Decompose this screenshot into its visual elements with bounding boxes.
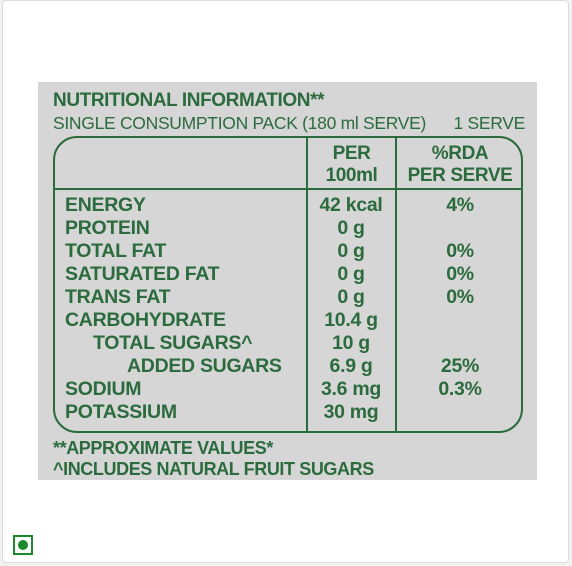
per-100ml-value: 0 g [337, 217, 365, 239]
footnote-approximate: **APPROXIMATE VALUES* [53, 438, 273, 458]
nutrient-name: SATURATED FAT [65, 263, 220, 285]
nutrient-name: PROTEIN [65, 217, 150, 239]
per-100ml-value: 6.9 g [329, 355, 373, 377]
header-per-100ml: PER 100ml [308, 143, 395, 187]
nutrient-name: POTASSIUM [65, 401, 177, 423]
rda-value: 0% [446, 263, 474, 285]
nutrient-name: TOTAL FAT [65, 240, 166, 262]
table-row: SATURATED FAT 0 g 0% [55, 263, 521, 286]
per-100ml-value: 0 g [337, 286, 365, 308]
nutrient-name: TOTAL SUGARS^ [93, 332, 253, 354]
veg-mark-icon [13, 535, 33, 555]
table-row: SODIUM 3.6 mg 0.3% [55, 378, 521, 401]
header-per-line2: 100ml [325, 165, 378, 186]
serve-count-text: 1 SERVE [453, 113, 525, 133]
table-row: ENERGY 42 kcal 4% [55, 194, 521, 217]
table-row: CARBOHYDRATE 10.4 g [55, 309, 521, 332]
per-100ml-value: 10.4 g [324, 309, 378, 331]
header-divider [55, 188, 521, 190]
nutrient-name: ENERGY [65, 194, 146, 216]
rda-value: 0% [446, 240, 474, 262]
label-subtitle: SINGLE CONSUMPTION PACK (180 ml SERVE) 1… [53, 113, 525, 134]
table-row: PROTEIN 0 g [55, 217, 521, 240]
per-100ml-value: 30 mg [323, 401, 379, 423]
label-title: NUTRITIONAL INFORMATION** [53, 90, 325, 111]
nutrient-name: CARBOHYDRATE [65, 309, 226, 331]
header-rda: %RDA PER SERVE [397, 143, 523, 187]
column-divider [306, 138, 308, 431]
table-row: TRANS FAT 0 g 0% [55, 286, 521, 309]
table-row: TOTAL FAT 0 g 0% [55, 240, 521, 263]
nutrition-table: PER 100ml %RDA PER SERVE ENERGY 42 kcal … [53, 136, 523, 433]
serve-size-text: SINGLE CONSUMPTION PACK (180 ml SERVE) [53, 113, 427, 133]
per-100ml-value: 42 kcal [319, 194, 383, 216]
per-100ml-value: 3.6 mg [321, 378, 381, 400]
per-100ml-value: 0 g [337, 240, 365, 262]
nutrient-name: SODIUM [65, 378, 142, 400]
rda-value: 4% [446, 194, 474, 216]
nutrient-name: TRANS FAT [65, 286, 171, 308]
table-row: POTASSIUM 30 mg [55, 401, 521, 424]
per-100ml-value: 10 g [332, 332, 370, 354]
header-rda-line2: PER SERVE [407, 165, 513, 186]
rda-value: 0.3% [438, 378, 482, 400]
nutrient-name: ADDED SUGARS [127, 355, 282, 377]
header-rda-line1: %RDA [431, 143, 489, 164]
rda-value: 25% [440, 355, 480, 377]
nutrition-label: NUTRITIONAL INFORMATION** SINGLE CONSUMP… [38, 82, 537, 480]
footnote-natural-sugars: ^INCLUDES NATURAL FRUIT SUGARS [53, 459, 374, 479]
header-per-line1: PER [332, 143, 371, 164]
per-100ml-value: 0 g [337, 263, 365, 285]
table-row: ADDED SUGARS 6.9 g 25% [55, 355, 521, 378]
column-divider [395, 138, 397, 431]
table-row: TOTAL SUGARS^ 10 g [55, 332, 521, 355]
rda-value: 0% [446, 286, 474, 308]
